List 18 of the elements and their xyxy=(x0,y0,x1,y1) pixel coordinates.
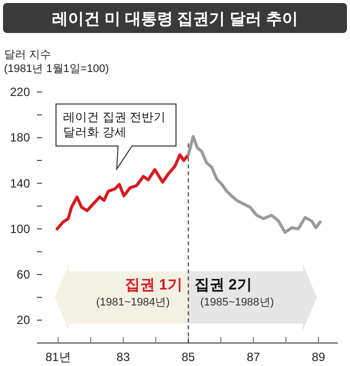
annotation: (1985~1988년) xyxy=(200,296,274,308)
xtick: 83 xyxy=(116,350,130,364)
ytick: 60 xyxy=(16,268,30,282)
title: 레이건 미 대통령 집권기 달러 추이 xyxy=(52,11,298,28)
annotation: 집권 2기 xyxy=(194,276,252,294)
xtick: 87 xyxy=(246,350,260,364)
ytick: 220 xyxy=(10,85,30,99)
xtick: 89 xyxy=(312,350,326,364)
ytick: 180 xyxy=(10,130,30,145)
ytick: 100 xyxy=(10,222,30,236)
ytick: 140 xyxy=(10,176,30,190)
ytick: 20 xyxy=(16,313,30,328)
annotation: 집권 1기 xyxy=(124,276,182,294)
annotation: (1981~1984년) xyxy=(96,296,170,308)
xtick: 81년 xyxy=(45,350,71,364)
annotation: 레이건 집권 전반기 달러화 강세 xyxy=(63,110,166,139)
ylabel: 달러 지수 (1981년 1월1일=100) xyxy=(4,49,109,75)
xtick: 85 xyxy=(182,350,195,364)
